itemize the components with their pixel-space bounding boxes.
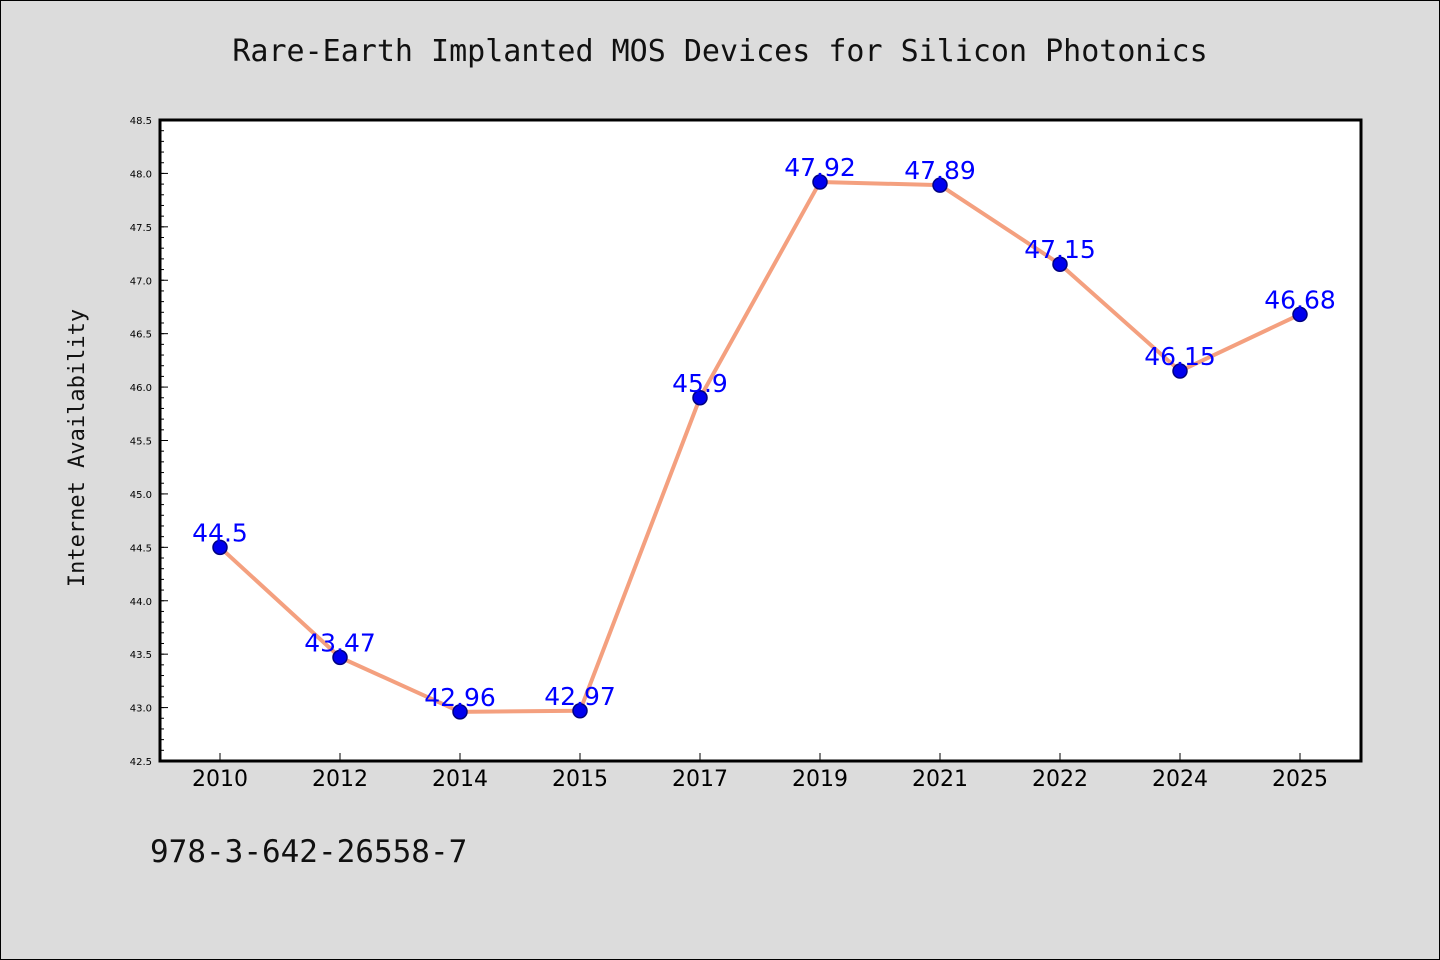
data-point [692,390,708,406]
y-axis: 42.5 43.0 43.5 44.0 44.5 45.0 45.5 46.0 46.5 47.0… [130,116,168,768]
x-tick-label: 2021 [912,767,968,792]
data-point [1292,306,1308,323]
x-tick-label: 2022 [1032,767,1088,792]
data-label: 42.96 [424,683,496,712]
data-label: 46.15 [1144,342,1216,371]
data-point [572,703,588,719]
x-tick-label: 2015 [552,767,608,792]
x-tick-label: 2024 [1152,767,1208,792]
y-tick-label: 44.5 [130,543,152,554]
y-axis-label: Internet Availability [65,309,90,587]
x-tick-label: 2014 [432,767,488,792]
y-tick-label: 48.5 [130,116,152,127]
data-point [212,539,228,556]
x-tick-label: 2012 [312,767,368,792]
x-tick-label: 2019 [792,767,848,792]
y-tick-label: 42.5 [130,757,152,768]
x-tick-label: 2010 [192,767,248,792]
data-labels: 44.5 43.47 42.96 42.97 45.9 47.92 47.89 47.15 46… [192,153,1336,712]
series-line [218,179,1301,714]
data-label: 45.9 [672,369,728,398]
y-tick-label: 46.0 [130,383,152,394]
data-label: 47.89 [904,156,976,185]
data-label: 47.92 [784,153,856,182]
data-point [812,174,828,190]
data-point [1052,256,1068,272]
data-label: 47.15 [1024,235,1096,264]
y-tick-label: 43.5 [130,650,152,661]
y-tick-label: 44.0 [130,597,152,608]
chart-title: Rare-Earth Implanted MOS Devices for Sil… [232,34,1208,69]
x-tick-label: 2025 [1272,767,1328,792]
y-tick-label: 45.0 [130,490,152,501]
data-point [932,177,948,193]
data-point [332,649,348,666]
data-label: 42.97 [544,682,616,711]
x-axis: 2010 2012 2014 2015 2017 2019 2021 2022 2024 2025 [192,753,1328,792]
y-tick-label: 48.0 [130,169,152,180]
data-point [452,704,468,720]
isbn-text: 978-3-642-26558-7 [150,834,468,870]
series-markers [212,174,1308,720]
x-tick-label: 2017 [672,767,728,792]
data-label: 43.47 [304,628,376,657]
y-tick-label: 45.5 [130,437,152,448]
y-tick-label: 47.5 [130,223,152,234]
y-tick-label: 46.5 [130,330,152,341]
plot-area [158,118,1363,763]
y-tick-label: 43.0 [130,704,152,715]
y-tick-label: 47.0 [130,276,152,287]
data-label: 44.5 [192,518,248,547]
data-point [1172,363,1188,379]
data-label: 46.68 [1264,285,1336,314]
